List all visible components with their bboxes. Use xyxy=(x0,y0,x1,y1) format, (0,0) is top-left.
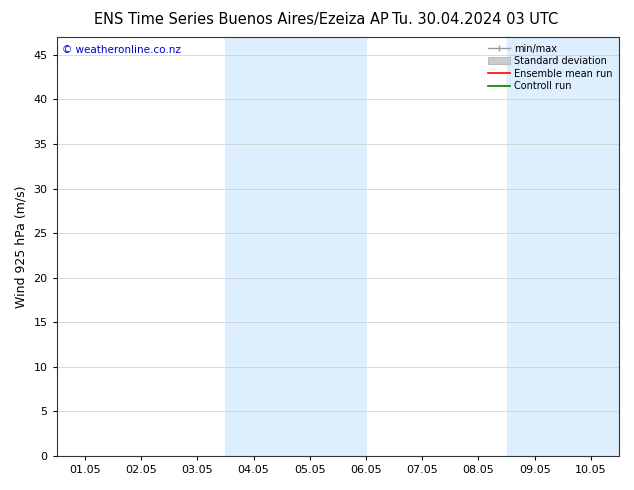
Text: Tu. 30.04.2024 03 UTC: Tu. 30.04.2024 03 UTC xyxy=(392,12,559,27)
Legend: min/max, Standard deviation, Ensemble mean run, Controll run: min/max, Standard deviation, Ensemble me… xyxy=(486,42,614,93)
Bar xyxy=(226,37,366,456)
Y-axis label: Wind 925 hPa (m/s): Wind 925 hPa (m/s) xyxy=(15,185,28,308)
Bar xyxy=(507,37,619,456)
Text: © weatheronline.co.nz: © weatheronline.co.nz xyxy=(62,46,181,55)
Text: ENS Time Series Buenos Aires/Ezeiza AP: ENS Time Series Buenos Aires/Ezeiza AP xyxy=(94,12,388,27)
